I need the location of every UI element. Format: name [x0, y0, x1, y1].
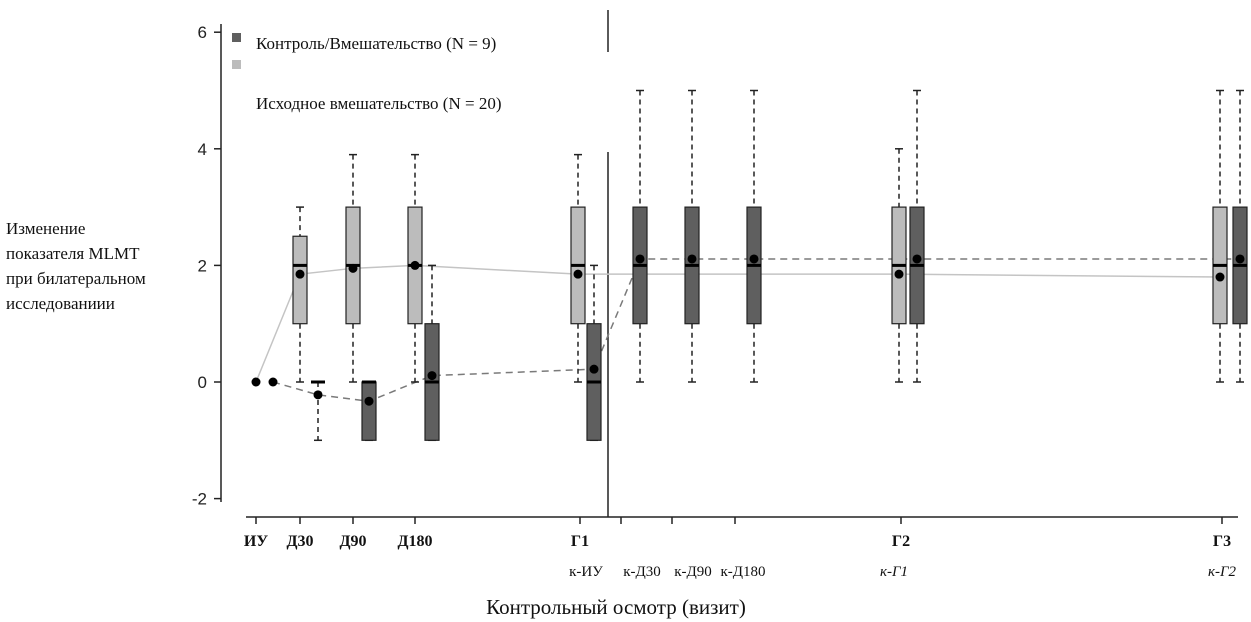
x-tick-sublabel: к-Д180	[720, 564, 765, 580]
y-axis-label-line-1: Изменение	[6, 219, 85, 238]
mean-line	[255, 264, 1221, 383]
x-tick-label: Г1	[571, 533, 589, 550]
x-tick-sublabel: к-Г1	[880, 564, 908, 580]
legend-label-control: Контроль/Вмешательство (N = 9)	[256, 34, 496, 53]
x-tick-label: ИУ	[244, 533, 268, 550]
x-tick-label: Г3	[1213, 533, 1231, 550]
y-tick-label: 0	[198, 373, 207, 392]
box-rect	[292, 235, 308, 325]
x-tick-sublabel: к-Д30	[623, 564, 661, 580]
mean-point	[573, 269, 583, 279]
mean-point	[251, 377, 261, 387]
mean-point	[589, 364, 599, 374]
x-tick-sublabel: к-Д90	[674, 564, 712, 580]
mean-point	[687, 254, 697, 264]
y-axis-label-line-3: при билатеральном	[6, 269, 146, 288]
legend-swatch-baseline	[232, 60, 241, 69]
box-marks	[292, 89, 1248, 442]
mean-point	[635, 254, 645, 264]
box-rect	[361, 381, 377, 441]
x-tick-label: Г2	[892, 533, 910, 550]
mean-points	[251, 254, 1245, 406]
x-tick-sublabel: к-Г2	[1208, 564, 1237, 580]
x-axis-label: Контрольный осмотр (визит)	[486, 595, 746, 619]
mean-line	[272, 258, 1240, 403]
y-axis-label: Изменение показателя MLMT при билатераль…	[6, 219, 146, 313]
legend-label-baseline: Исходное вмешательство (N = 20)	[256, 94, 501, 113]
mean-point	[1215, 272, 1225, 282]
x-tick-label: Д90	[339, 533, 366, 550]
mean-point	[894, 269, 904, 279]
y-axis-label-line-2: показателя MLMT	[6, 244, 140, 263]
y-tick-label: 4	[198, 140, 207, 159]
mean-point	[268, 377, 278, 387]
mean-point	[295, 269, 305, 279]
x-tick-sublabel: к-ИУ	[569, 564, 603, 580]
mean-point	[364, 396, 374, 406]
y-tick-label: -2	[192, 490, 207, 509]
x-tick-label: Д30	[286, 533, 313, 550]
mean-point	[749, 254, 759, 264]
x-tick-label: Д180	[397, 533, 432, 550]
mean-point	[1235, 254, 1245, 264]
mean-point	[427, 371, 437, 381]
mean-point	[348, 263, 358, 273]
mean-point	[313, 390, 323, 400]
y-tick-label: 6	[198, 23, 207, 42]
mean-point	[410, 260, 420, 270]
y-tick-label: 2	[198, 256, 207, 275]
y-axis-label-line-4: исследованиии	[6, 294, 115, 313]
legend-swatch-control	[232, 33, 241, 42]
legend: Контроль/Вмешательство (N = 9) Исходное …	[232, 33, 501, 113]
axes: -2 0 2 4 6 ИУ Д30 Д90 Д180 Г1 Г2 Г3 к-ИУ к-Д30 к-Д90 к-…	[192, 10, 1238, 580]
mean-point	[912, 254, 922, 264]
